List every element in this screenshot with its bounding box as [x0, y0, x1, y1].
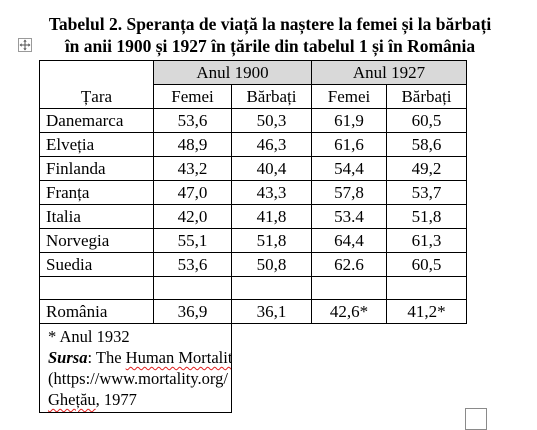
table-row: Norvegia 55,1 51,8 64,4 61,3 [39, 228, 467, 253]
header-row-sex: Femei Bărbați Femei Bărbați [40, 84, 467, 109]
value-cell: 58,6 [386, 132, 467, 157]
country-cell: Suedia [39, 252, 154, 277]
value-cell: 50,3 [231, 108, 312, 133]
notes-row: * Anul 1932 Sursa: The Human Mortality D… [39, 323, 467, 413]
value-cell: 46,3 [231, 132, 312, 157]
table-caption: Tabelul 2. Speranța de viață la naștere … [6, 13, 534, 57]
value-cell: 36,9 [153, 299, 232, 324]
empty-cell [386, 276, 467, 300]
table-row: Italia 42,0 41,8 53.4 51,8 [39, 204, 467, 229]
value-cell: 48,9 [153, 132, 232, 157]
header-year-1927: Anul 1927 [311, 60, 467, 85]
value-cell: 41,2* [386, 299, 467, 324]
empty-cell [231, 276, 312, 300]
header-1900-women: Femei [153, 84, 232, 109]
table-row: Elveția 48,9 46,3 61,6 58,6 [39, 132, 467, 157]
resize-handle-icon[interactable] [465, 408, 487, 430]
value-cell: 51,8 [386, 204, 467, 229]
value-cell: 42,6* [311, 299, 387, 324]
source-author: Ghețău [48, 390, 96, 409]
value-cell: 49,2 [386, 156, 467, 181]
source-label: Sursa [48, 348, 88, 367]
source-year: , 1977 [95, 390, 137, 409]
value-cell: 43,3 [231, 180, 312, 205]
value-cell: 61,9 [311, 108, 387, 133]
source-line-3: Ghețău, 1977 [48, 389, 225, 410]
value-cell: 53,7 [386, 180, 467, 205]
value-cell: 54,4 [311, 156, 387, 181]
country-cell: Norvegia [39, 228, 154, 253]
header-1927-women: Femei [311, 84, 387, 109]
caption-line-2: în anii 1900 și 1927 în țările din tabel… [64, 36, 476, 56]
value-cell: 53,6 [153, 252, 232, 277]
caption-line-1: Tabelul 2. Speranța de viață la naștere … [48, 14, 492, 34]
blank-space [312, 324, 387, 413]
country-cell: Franța [39, 180, 154, 205]
table-move-handle-icon[interactable] [18, 38, 32, 52]
value-cell: 36,1 [231, 299, 312, 324]
table-row: Franța 47,0 43,3 57,8 53,7 [39, 180, 467, 205]
value-cell: 60,5 [386, 108, 467, 133]
empty-cell [39, 276, 154, 300]
table-row: Danemarca 53,6 50,3 61,9 60,5 [39, 108, 467, 133]
romania-row: România 36,9 36,1 42,6* 41,2* [39, 299, 467, 324]
blank-space [232, 324, 312, 413]
value-cell: 40,4 [231, 156, 312, 181]
blank-space [387, 324, 467, 413]
value-cell: 43,2 [153, 156, 232, 181]
country-cell: Finlanda [39, 156, 154, 181]
table-row: Finlanda 43,2 40,4 54,4 49,2 [39, 156, 467, 181]
country-cell: Danemarca [39, 108, 154, 133]
value-cell: 62.6 [311, 252, 387, 277]
header-1927-men: Bărbați [386, 84, 467, 109]
life-expectancy-table: Țara Anul 1900 Anul 1927 Femei Bărbați F… [39, 60, 467, 413]
value-cell: 61,6 [311, 132, 387, 157]
value-cell: 42,0 [153, 204, 232, 229]
value-cell: 55,1 [153, 228, 232, 253]
source-separator: : The [87, 348, 126, 367]
empty-cell [153, 276, 232, 300]
value-cell: 51,8 [231, 228, 312, 253]
value-cell: 61,3 [386, 228, 467, 253]
country-cell: Elveția [39, 132, 154, 157]
value-cell: 64,4 [311, 228, 387, 253]
value-cell: 47,0 [153, 180, 232, 205]
empty-row [39, 276, 467, 300]
four-arrow-move-icon [19, 39, 31, 51]
country-cell: România [39, 299, 154, 324]
value-cell: 41,8 [231, 204, 312, 229]
header-year-1900: Anul 1900 [153, 60, 312, 85]
footnote: * Anul 1932 [48, 327, 130, 346]
value-cell: 53,6 [153, 108, 232, 133]
country-cell: Italia [39, 204, 154, 229]
header-row-years: Țara Anul 1900 Anul 1927 [39, 60, 467, 109]
value-cell: 53.4 [311, 204, 387, 229]
empty-cell [311, 276, 387, 300]
header-1900-men: Bărbați [231, 84, 312, 109]
value-cell: 57,8 [311, 180, 387, 205]
source-line-1: Sursa: The Human Mortality Database [48, 347, 231, 368]
source-database: Human Mortality Database [125, 348, 231, 367]
table-row: Suedia 53,6 50,8 62.6 60,5 [39, 252, 467, 277]
header-country: Țara [39, 60, 154, 109]
value-cell: 60,5 [386, 252, 467, 277]
notes-cell: * Anul 1932 Sursa: The Human Mortality D… [39, 323, 232, 413]
source-line-2: (https://www.mortality.org/ ): Sanielevi… [48, 369, 231, 388]
value-cell: 50,8 [231, 252, 312, 277]
